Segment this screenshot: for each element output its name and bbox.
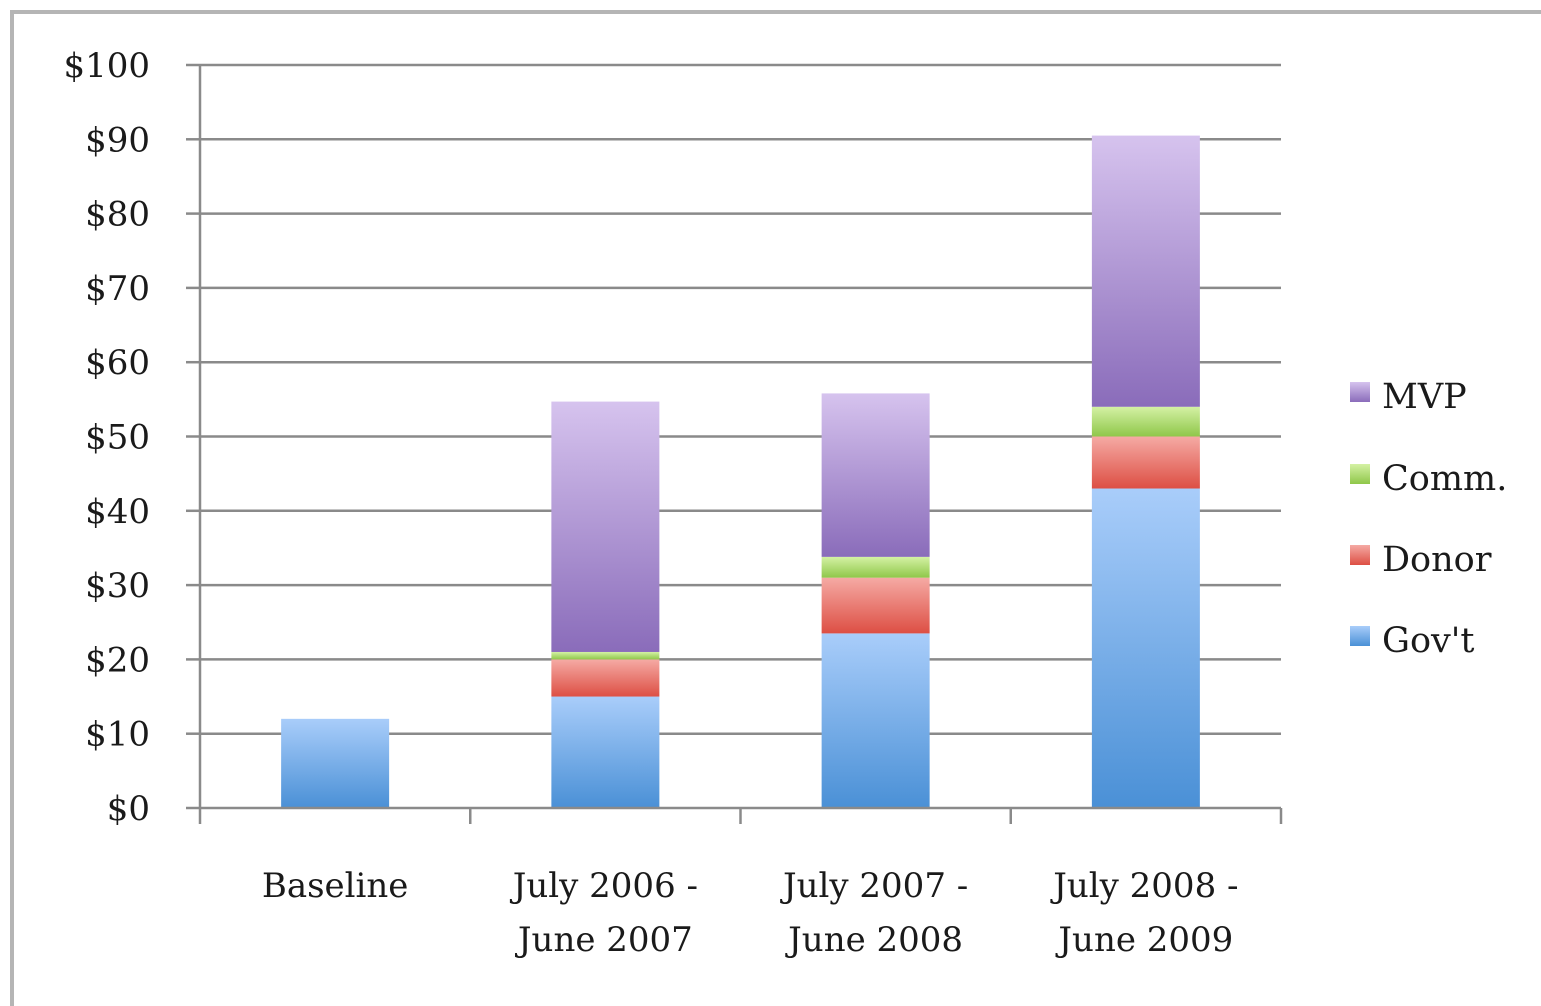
y-tick-label: $10 <box>85 715 150 755</box>
bar-segment-comm <box>1091 406 1200 437</box>
y-tick-label: $0 <box>107 789 150 829</box>
x-tick-label: July 2006 - <box>510 866 698 906</box>
legend-swatch <box>1350 382 1370 402</box>
x-tick-label: June 2008 <box>785 920 963 960</box>
bar-segment-govt <box>551 696 660 808</box>
bar-segment-donor <box>1091 436 1200 489</box>
bar-segment-comm <box>821 556 930 578</box>
legend-swatch <box>1350 626 1370 646</box>
legend-swatch <box>1350 545 1370 565</box>
y-tick-label: $20 <box>85 640 150 680</box>
y-tick-label: $70 <box>85 269 150 309</box>
bar-segment-govt <box>821 633 930 808</box>
legend-label: Gov't <box>1382 621 1475 661</box>
x-tick-label: June 2007 <box>515 920 693 960</box>
legend-swatch <box>1350 464 1370 484</box>
y-tick-label: $100 <box>63 46 150 86</box>
x-tick-label: Baseline <box>262 866 409 906</box>
bar-segment-donor <box>551 659 660 697</box>
x-tick-label: June 2009 <box>1055 920 1233 960</box>
legend: MVP Comm. Donor Gov't <box>1350 377 1507 661</box>
bar-segment-mvp <box>551 401 660 652</box>
y-tick-label: $90 <box>85 120 150 160</box>
bar-segment-govt <box>281 718 390 808</box>
bar-segment-donor <box>821 577 930 634</box>
x-tick-label: July 2007 - <box>780 866 968 906</box>
bar-segment-comm <box>551 651 660 660</box>
bars <box>281 135 1200 808</box>
y-tick-label: $80 <box>85 195 150 235</box>
x-tick-label: July 2008 - <box>1050 866 1238 906</box>
y-tick-label: $30 <box>85 566 150 606</box>
bar-segment-mvp <box>821 393 930 557</box>
x-tick-labels: Baseline July 2006 - June 2007 July 2007 - J… <box>262 866 1239 960</box>
axes <box>186 63 1283 824</box>
y-tick-label: $50 <box>85 418 150 458</box>
legend-label: Donor <box>1382 540 1492 580</box>
legend-label: Comm. <box>1382 459 1507 499</box>
y-tick-label: $60 <box>85 343 150 383</box>
bar-segment-mvp <box>1091 135 1200 407</box>
bar-segment-govt <box>1091 488 1200 808</box>
y-tick-labels: $0 $10 $20 $30 $40 $50 $60 $70 $80 $90 $100 <box>63 46 150 829</box>
legend-label: MVP <box>1382 377 1467 417</box>
chart-frame <box>10 10 1541 1006</box>
y-tick-label: $40 <box>85 492 150 532</box>
